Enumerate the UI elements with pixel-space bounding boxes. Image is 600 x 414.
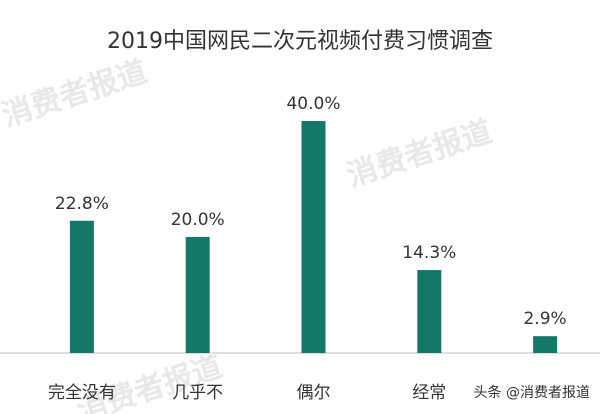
x-tick-label: 经常 bbox=[412, 383, 446, 403]
bar bbox=[301, 121, 326, 353]
source-label: 头条 @消费者报道 bbox=[474, 384, 590, 401]
value-label: 40.0% bbox=[286, 94, 340, 114]
x-tick-label: 完全没有 bbox=[48, 383, 116, 403]
watermark: 消费者报道 bbox=[0, 54, 151, 134]
watermark: 消费者报道 bbox=[343, 114, 496, 194]
bar bbox=[185, 237, 210, 353]
value-label: 20.0% bbox=[171, 210, 225, 230]
watermark: 消费者报道 bbox=[73, 349, 226, 414]
bar bbox=[533, 336, 558, 353]
value-label: 22.8% bbox=[55, 194, 109, 214]
value-label: 2.9% bbox=[523, 309, 566, 329]
x-tick-label: 几乎不 bbox=[172, 383, 223, 403]
chart-title: 2019中国网民二次元视频付费习惯调查 bbox=[107, 29, 493, 54]
bar bbox=[69, 220, 94, 353]
value-label: 14.3% bbox=[402, 243, 456, 263]
bar bbox=[417, 270, 442, 353]
x-tick-label: 偶尔 bbox=[297, 383, 331, 403]
